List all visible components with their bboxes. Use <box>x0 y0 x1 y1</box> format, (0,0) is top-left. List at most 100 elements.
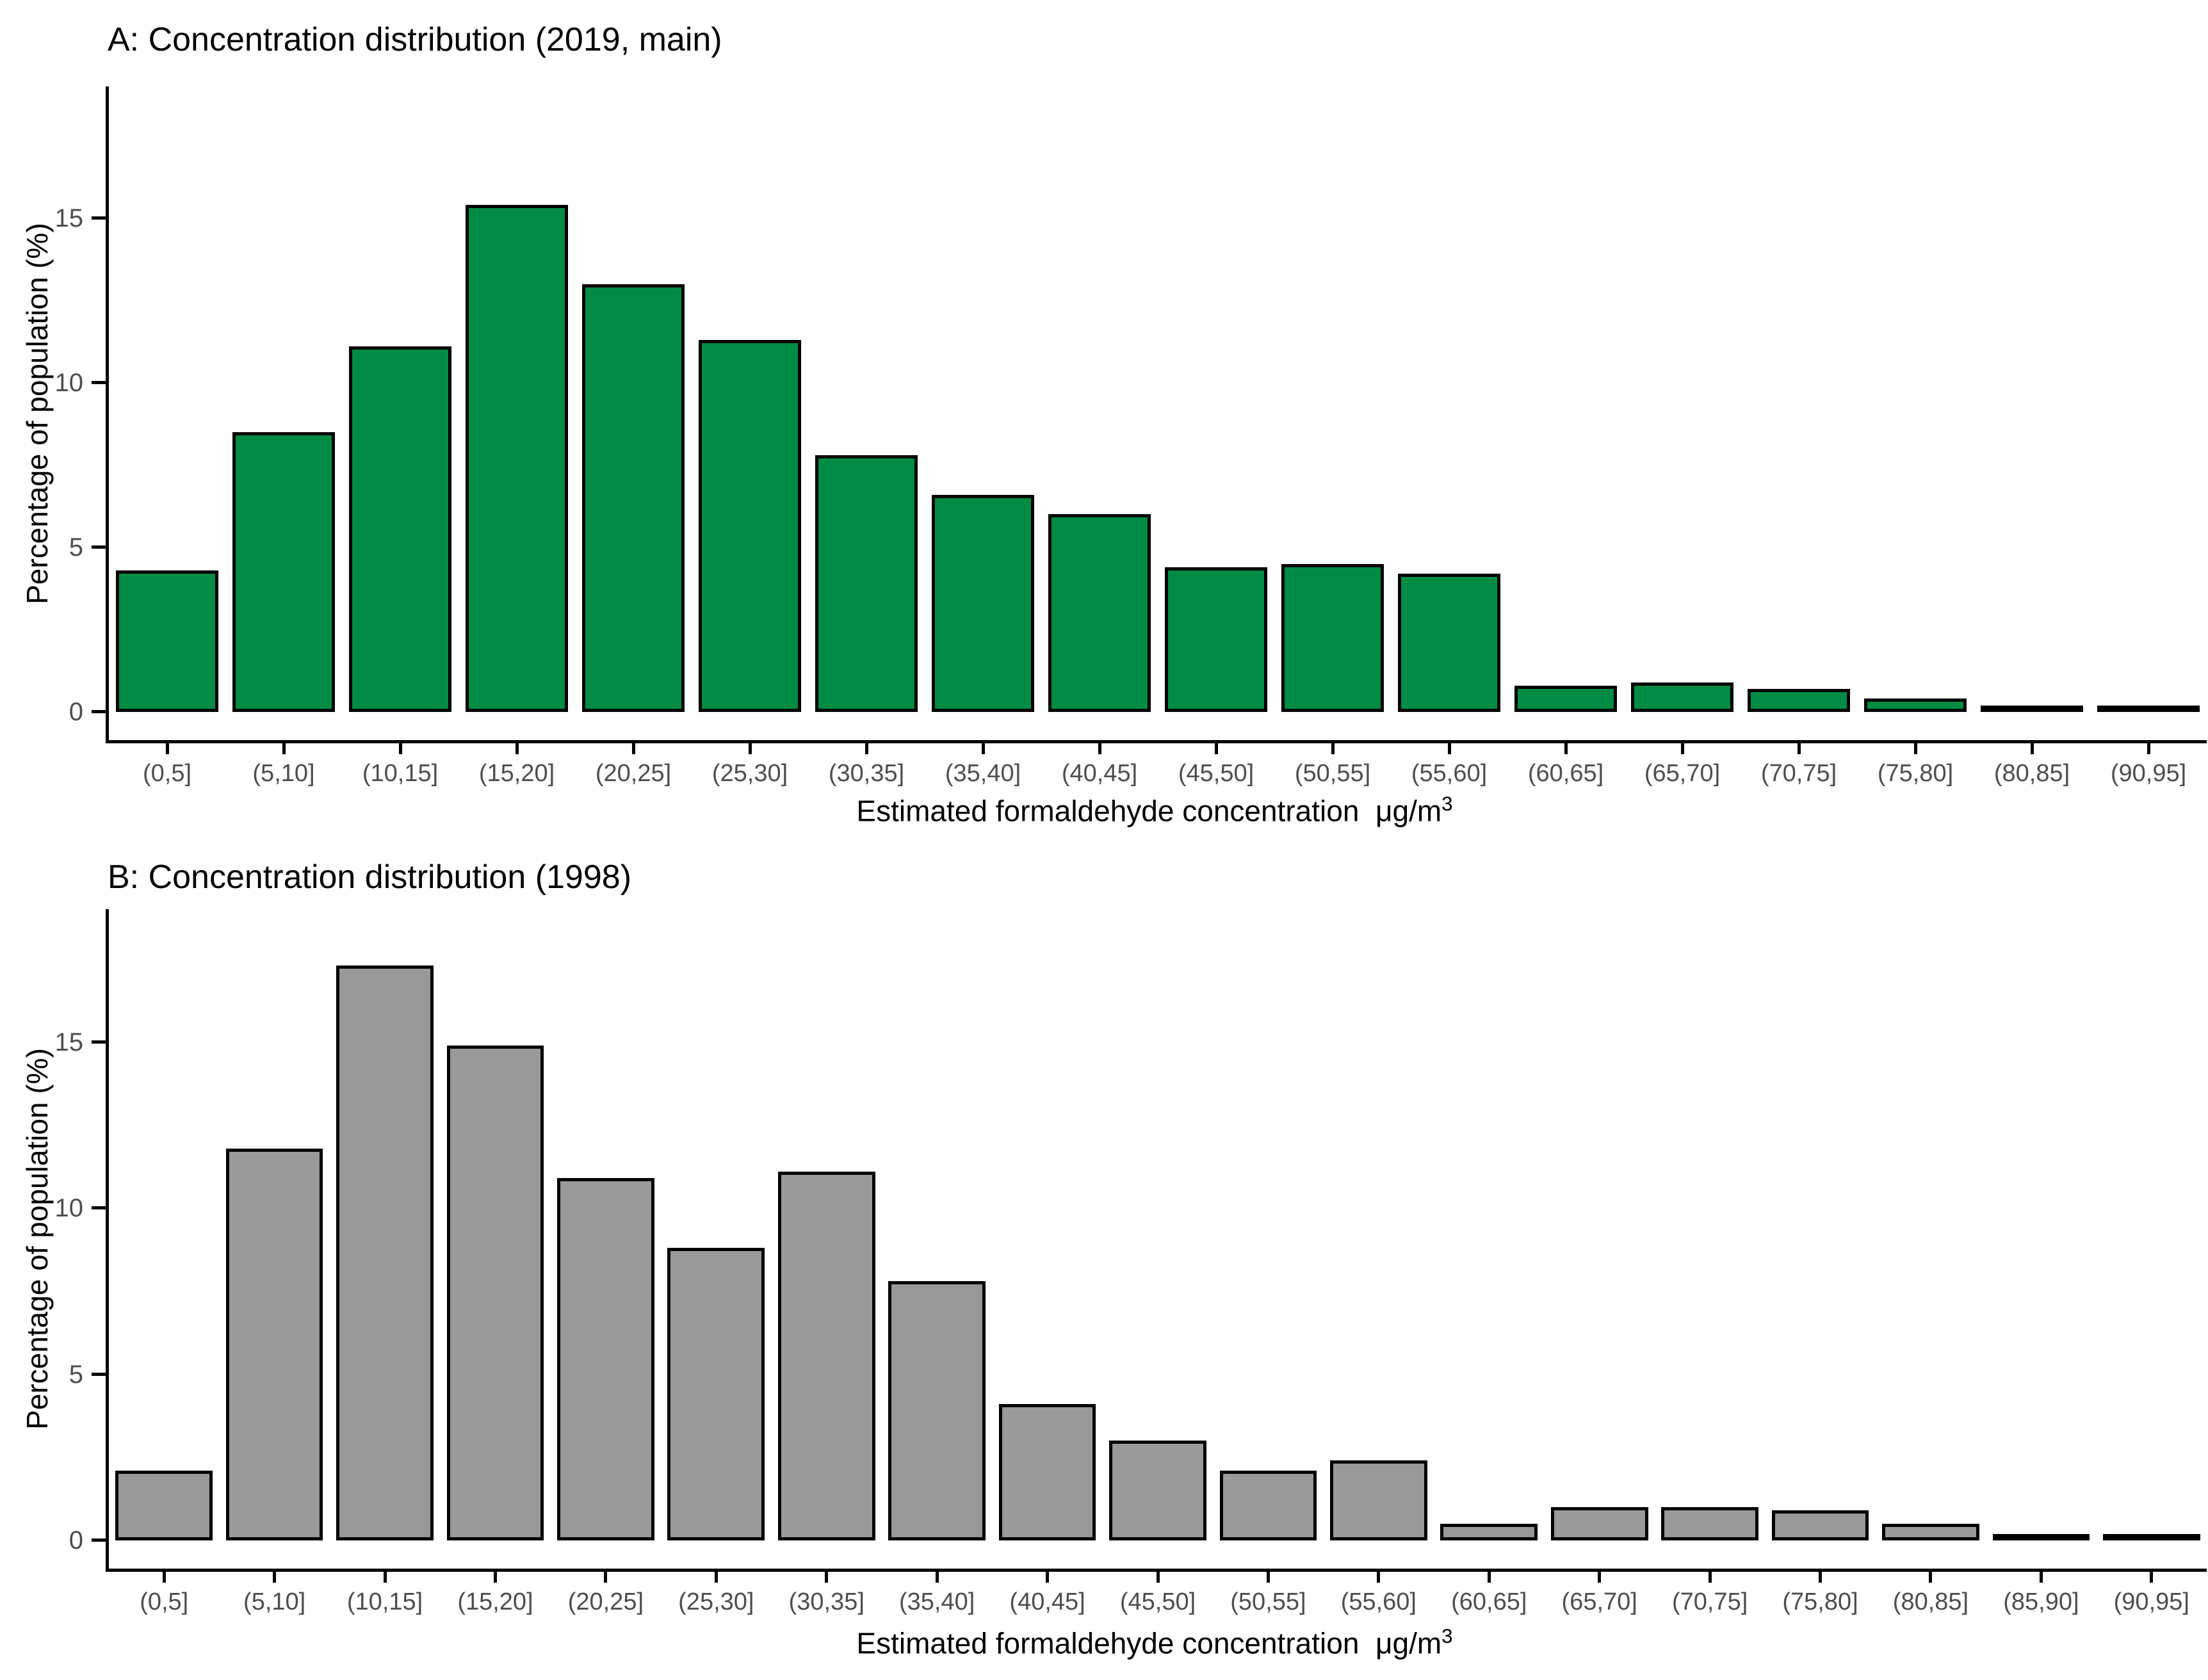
x-label-slot: (45,50] <box>1158 759 1274 789</box>
x-tick <box>1487 1569 1491 1583</box>
bar <box>815 455 918 712</box>
bar-slot <box>225 86 342 712</box>
x-tick <box>865 740 868 754</box>
x-tick-label: (30,35] <box>788 1588 865 1615</box>
bar-slot <box>808 86 925 712</box>
x-tick <box>1046 1569 1050 1583</box>
x-tick-slot <box>772 1569 882 1583</box>
bar-slot <box>575 86 692 712</box>
x-tick-label: (75,80] <box>1877 760 1954 787</box>
x-tick-slot <box>459 740 575 754</box>
bar <box>465 205 569 712</box>
x-tick <box>1708 1569 1712 1583</box>
x-tick-slot <box>1857 740 1974 754</box>
bar <box>998 1404 1096 1540</box>
x-label-slot: (5,10] <box>219 1588 329 1617</box>
x-tick-label: (85,90] <box>2003 1588 2079 1615</box>
bar <box>1514 685 1618 712</box>
bar-slot <box>1544 909 1654 1540</box>
x-tick-slot <box>109 740 225 754</box>
x-tick <box>981 740 985 754</box>
x-tick <box>1797 740 1801 754</box>
x-tick-label: (45,50] <box>1119 1588 1196 1615</box>
x-tick <box>1598 1569 1602 1583</box>
x-tick-slot <box>661 1569 771 1583</box>
x-label-slot: (35,40] <box>925 759 1041 789</box>
x-label-slot: (10,15] <box>330 1588 440 1617</box>
x-label-slot: (75,80] <box>1765 1588 1875 1617</box>
bar <box>348 346 452 712</box>
bar-slot <box>1103 909 1213 1540</box>
y-tick <box>92 1040 106 1044</box>
x-label-slot: (20,25] <box>551 1588 661 1617</box>
x-tick-label: (55,60] <box>1411 760 1488 787</box>
x-tick <box>1156 1569 1160 1583</box>
y-axis-title: Percentage of population (%) <box>20 1048 54 1430</box>
x-tick-label: (20,25] <box>567 1588 644 1615</box>
x-label-slot: (20,25] <box>575 759 692 789</box>
x-tick <box>1266 1569 1270 1583</box>
x-tick-label: (10,15] <box>346 1588 423 1615</box>
x-axis-title-text: Estimated formaldehyde concentration <box>856 794 1360 828</box>
x-label-slot: (40,45] <box>1041 759 1158 789</box>
x-tick-label: (50,55] <box>1230 1588 1306 1615</box>
x-tick-label: (0,5] <box>142 760 192 787</box>
panel-title: B: Concentration distribution (1998) <box>108 859 632 896</box>
bar-slot <box>1391 86 1507 712</box>
x-tick-label: (40,45] <box>1009 1588 1085 1615</box>
bar <box>1863 699 1967 712</box>
x-axis-title: Estimated formaldehyde concentration μg/… <box>106 793 2204 828</box>
x-label-slot: (15,20] <box>440 1588 550 1617</box>
x-tick-slot <box>1391 740 1507 754</box>
bar <box>1219 1471 1317 1540</box>
x-tick <box>1447 740 1451 754</box>
x-tick <box>165 740 169 754</box>
x-tick <box>515 740 519 754</box>
bar <box>667 1248 765 1540</box>
x-label-slot: (70,75] <box>1741 759 1857 789</box>
bar <box>1109 1441 1206 1540</box>
bar-slot <box>1765 909 1875 1540</box>
bar <box>888 1281 986 1540</box>
x-axis-unit: μg/m <box>1375 1626 1442 1660</box>
y-tick <box>92 1206 106 1210</box>
x-tick-slot <box>1274 740 1391 754</box>
bar <box>777 1171 875 1540</box>
bar <box>1747 689 1851 712</box>
x-tick-label: (35,40] <box>945 760 1021 787</box>
x-tick-label: (40,45] <box>1061 760 1138 787</box>
bar-slot <box>2097 909 2207 1540</box>
bar-slot <box>1857 86 1974 712</box>
x-tick <box>1929 1569 1933 1583</box>
bars-layer <box>109 909 2207 1540</box>
x-tick-label: (15,20] <box>457 1588 533 1615</box>
x-axis-title: Estimated formaldehyde concentration μg/… <box>106 1625 2204 1660</box>
x-tick-label: (35,40] <box>899 1588 975 1615</box>
x-label-slot: (55,60] <box>1324 1588 1434 1617</box>
bar <box>1440 1524 1538 1540</box>
x-tick-label: (45,50] <box>1178 760 1254 787</box>
x-tick-label: (30,35] <box>828 760 905 787</box>
x-tick-label: (55,60] <box>1340 1588 1417 1615</box>
x-tick <box>1098 740 1101 754</box>
bar <box>1882 1524 1979 1540</box>
bar-slot <box>459 86 575 712</box>
panel-a: A: Concentration distribution (2019, mai… <box>20 21 2207 828</box>
x-tick-row <box>109 1569 2207 1583</box>
bar-slot <box>1041 86 1158 712</box>
x-tick-slot <box>1434 1569 1544 1583</box>
x-label-slot: (70,75] <box>1655 1588 1765 1617</box>
x-tick-slot <box>1158 740 1274 754</box>
x-label-slot: (75,80] <box>1857 759 1974 789</box>
x-label-slot: (80,85] <box>1876 1588 1986 1617</box>
x-label-slot: (25,30] <box>661 1588 771 1617</box>
bar <box>2102 1533 2200 1540</box>
bar-slot <box>925 86 1041 712</box>
x-tick-slot <box>1103 1569 1213 1583</box>
x-tick-slot <box>1213 1569 1323 1583</box>
bars-layer <box>109 86 2207 712</box>
x-tick <box>383 1569 387 1583</box>
x-tick <box>1564 740 1568 754</box>
bar <box>1048 514 1151 712</box>
